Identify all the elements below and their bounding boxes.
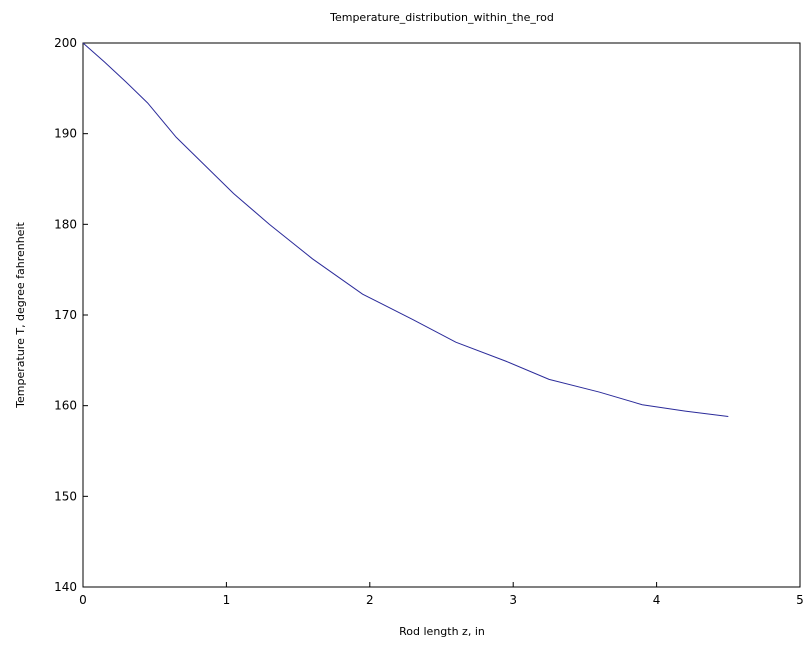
y-tick-label: 200: [54, 36, 77, 50]
x-tick-label: 3: [509, 593, 517, 607]
x-tick-label: 0: [79, 593, 87, 607]
y-tick-label: 140: [54, 580, 77, 594]
y-tick-label: 150: [54, 489, 77, 503]
y-tick-label: 180: [54, 217, 77, 231]
series-line: [82, 42, 729, 418]
x-tick-label: 1: [223, 593, 231, 607]
x-tick-label: 5: [796, 593, 804, 607]
x-axis-title: Rod length z, in: [399, 625, 485, 638]
x-tick-label: 4: [653, 593, 661, 607]
y-axis: 140 150 160 170 180 190 200: [54, 36, 88, 594]
chart-title: Temperature_distribution_within_the_rod: [329, 11, 554, 24]
y-axis-title: Temperature T, degree fahrenheit: [14, 221, 27, 408]
y-tick-label: 160: [54, 399, 77, 413]
x-tick-label: 2: [366, 593, 374, 607]
x-axis: 0 1 2 3 4 5: [79, 582, 804, 607]
y-tick-label: 190: [54, 127, 77, 141]
y-tick-label: 170: [54, 308, 77, 322]
plot-area: [82, 42, 801, 588]
